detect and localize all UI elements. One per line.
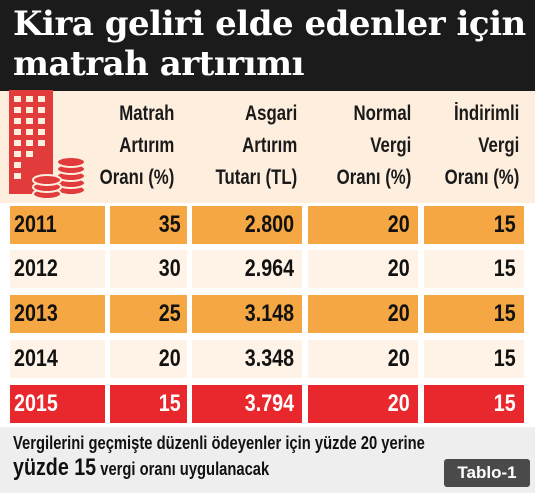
- note-highlight: yüzde 15: [13, 454, 97, 481]
- table-row: 2011 35 2.800 20 15: [0, 206, 535, 244]
- column-header-asgari: Asgari Artırım Tutarı (TL): [215, 102, 297, 189]
- page-title-line-2: matrah artırımı: [13, 44, 305, 84]
- cell-asgari: 2.964: [192, 250, 302, 288]
- table-row: 2013 25 3.148 20 15: [0, 295, 535, 333]
- building-with-coins-icon: [9, 90, 86, 200]
- cell-normal: 20: [308, 385, 418, 423]
- cell-asgari: 3.348: [192, 340, 302, 378]
- cell-matrah: 30: [110, 250, 187, 288]
- note-rest: vergi oranı uygulanacak: [96, 459, 270, 479]
- cell-matrah: 35: [110, 206, 187, 244]
- cell-year: 2011: [10, 206, 105, 244]
- table-row: 2015 15 3.794 20 15: [0, 385, 535, 423]
- cell-year: 2013: [10, 295, 105, 333]
- cell-year: 2014: [10, 340, 105, 378]
- cell-normal: 20: [308, 295, 418, 333]
- note-line-1: Vergilerini geçmişte düzenli ödeyenler i…: [13, 433, 425, 453]
- note-line-2: yüzde 15 vergi oranı uygulanacak: [13, 454, 269, 482]
- column-header-normal: Normal Vergi Oranı (%): [336, 102, 411, 189]
- cell-asgari: 3.148: [192, 295, 302, 333]
- table-row: 2014 20 3.348 20 15: [0, 340, 535, 378]
- title-bar: [0, 0, 535, 91]
- cell-matrah: 15: [110, 385, 187, 423]
- cell-asgari: 3.794: [192, 385, 302, 423]
- cell-year: 2012: [10, 250, 105, 288]
- page-title-line-1: Kira geliri elde edenler için: [13, 4, 526, 44]
- cell-indirimli: 15: [424, 340, 524, 378]
- table-header: [0, 91, 535, 203]
- cell-indirimli: 15: [424, 206, 524, 244]
- cell-asgari: 2.800: [192, 206, 302, 244]
- cell-normal: 20: [308, 340, 418, 378]
- table-row: 2012 30 2.964 20 15: [0, 250, 535, 288]
- cell-indirimli: 15: [424, 295, 524, 333]
- cell-normal: 20: [308, 206, 418, 244]
- cell-matrah: 25: [110, 295, 187, 333]
- cell-indirimli: 15: [424, 250, 524, 288]
- column-header-indirimli: İndirimli Vergi Oranı (%): [444, 102, 519, 189]
- cell-matrah: 20: [110, 340, 187, 378]
- cell-year: 2015: [10, 385, 105, 423]
- column-header-matrah: Matrah Artırım Oranı (%): [99, 102, 174, 189]
- cell-normal: 20: [308, 250, 418, 288]
- cell-indirimli: 15: [424, 385, 524, 423]
- table-badge: Tablo-1: [444, 459, 530, 487]
